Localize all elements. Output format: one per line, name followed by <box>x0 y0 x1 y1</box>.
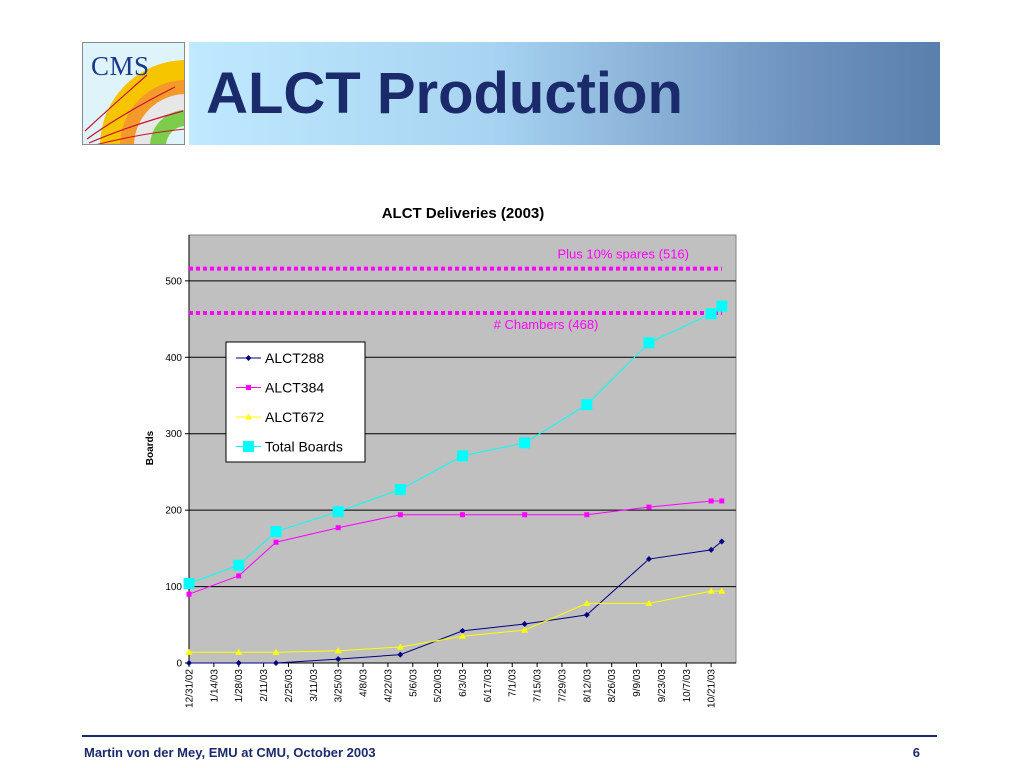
data-point <box>246 385 251 390</box>
chart-title: ALCT Deliveries (2003) <box>382 205 545 222</box>
data-point <box>643 337 655 349</box>
title-band: ALCT Production <box>189 42 940 145</box>
x-tick-label: 4/8/03 <box>359 669 370 697</box>
logo-text: CMS <box>91 51 150 81</box>
y-tick-label: 400 <box>165 353 182 364</box>
y-axis-label: Boards <box>145 430 156 465</box>
x-tick-label: 2/25/03 <box>284 669 295 703</box>
data-point <box>186 660 192 666</box>
data-point <box>335 656 342 663</box>
slide-title: ALCT Production <box>206 61 683 126</box>
x-tick-label: 2/11/03 <box>259 669 270 702</box>
x-tick-label: 7/1/03 <box>508 669 519 697</box>
data-point <box>460 512 465 518</box>
data-point <box>233 559 245 571</box>
x-tick-label: 7/15/03 <box>533 669 544 703</box>
reference-line-label: Plus 10% spares (516) <box>557 247 689 262</box>
x-tick-label: 8/12/03 <box>582 669 593 703</box>
x-tick-label: 6/17/03 <box>483 669 494 703</box>
data-point <box>584 512 590 518</box>
logo-track-2 <box>88 110 184 144</box>
data-point <box>521 626 529 633</box>
data-point <box>273 539 279 545</box>
data-point <box>459 632 466 639</box>
data-point <box>708 498 714 504</box>
data-point <box>270 526 282 538</box>
x-tick-label: 5/20/03 <box>433 669 444 703</box>
data-point <box>581 399 593 411</box>
data-point <box>332 506 344 518</box>
data-point <box>718 587 726 594</box>
data-point <box>245 355 252 361</box>
data-point <box>459 627 466 634</box>
x-tick-label: 10/7/03 <box>682 669 693 703</box>
data-point <box>272 648 280 655</box>
cms-logo: CMS <box>82 42 185 145</box>
data-point <box>394 484 406 496</box>
reference-line-label: # Chambers (468) <box>494 317 599 332</box>
data-point <box>235 648 243 655</box>
x-tick-label: 10/21/03 <box>707 669 718 708</box>
data-point <box>245 413 252 420</box>
data-point <box>522 512 528 518</box>
data-point <box>457 450 468 462</box>
deliveries-chart: ALCT Deliveries (2003) Boards 0 100 200 300… <box>145 205 737 708</box>
footer-text: Martin von der Mey, EMU at CMU, October … <box>84 745 376 760</box>
data-point <box>719 498 725 504</box>
footer-divider <box>82 735 937 737</box>
x-tick-label: 1/14/03 <box>209 669 220 703</box>
x-tick-label: 5/6/03 <box>408 669 419 697</box>
x-tick-label: 9/9/03 <box>632 669 643 697</box>
data-point <box>186 591 192 597</box>
data-point <box>235 660 242 666</box>
legend-label: ALCT288 <box>265 350 324 366</box>
data-point <box>335 525 341 531</box>
y-tick-label: 500 <box>165 276 182 287</box>
data-point <box>236 573 242 579</box>
data-point <box>583 599 591 606</box>
legend-label: ALCT384 <box>265 380 324 396</box>
data-point <box>397 651 404 658</box>
y-tick-label: 100 <box>165 582 182 593</box>
page-number: 6 <box>912 745 920 760</box>
data-point <box>707 587 715 594</box>
data-point <box>718 538 725 545</box>
y-tick-label: 0 <box>176 659 182 670</box>
data-point <box>521 621 528 628</box>
x-tick-label: 4/22/03 <box>383 669 394 703</box>
cms-logo-graphic <box>84 60 184 144</box>
data-point <box>396 643 404 650</box>
y-tick-label: 200 <box>165 506 182 517</box>
logo-track-1 <box>86 86 176 140</box>
y-tick-label: 300 <box>165 429 182 440</box>
legend-label: Total Boards <box>265 439 343 455</box>
logo-track-4 <box>96 128 184 144</box>
data-point <box>646 504 652 510</box>
legend-label: ALCT672 <box>265 409 324 425</box>
x-tick-label: 6/3/03 <box>458 669 469 697</box>
data-point <box>397 512 403 518</box>
x-tick-label: 3/11/03 <box>309 669 320 702</box>
data-point <box>705 308 717 320</box>
data-point <box>708 546 715 553</box>
x-tick-label: 3/25/03 <box>334 669 345 703</box>
x-tick-label: 9/23/03 <box>657 669 668 703</box>
data-point <box>645 556 652 563</box>
data-point <box>183 578 195 590</box>
x-tick-label: 1/28/03 <box>234 669 245 703</box>
logo-core <box>166 126 184 144</box>
data-point <box>716 300 728 312</box>
x-tick-label: 12/31/02 <box>185 669 196 708</box>
data-point <box>243 441 254 452</box>
data-point <box>273 660 280 666</box>
data-point <box>645 599 653 606</box>
data-point <box>519 437 531 449</box>
data-point <box>185 648 193 655</box>
logo-track-3 <box>84 74 148 132</box>
x-tick-label: 8/26/03 <box>607 669 618 703</box>
x-tick-label: 7/29/03 <box>557 669 568 703</box>
data-point <box>583 611 590 618</box>
data-point <box>334 647 342 654</box>
